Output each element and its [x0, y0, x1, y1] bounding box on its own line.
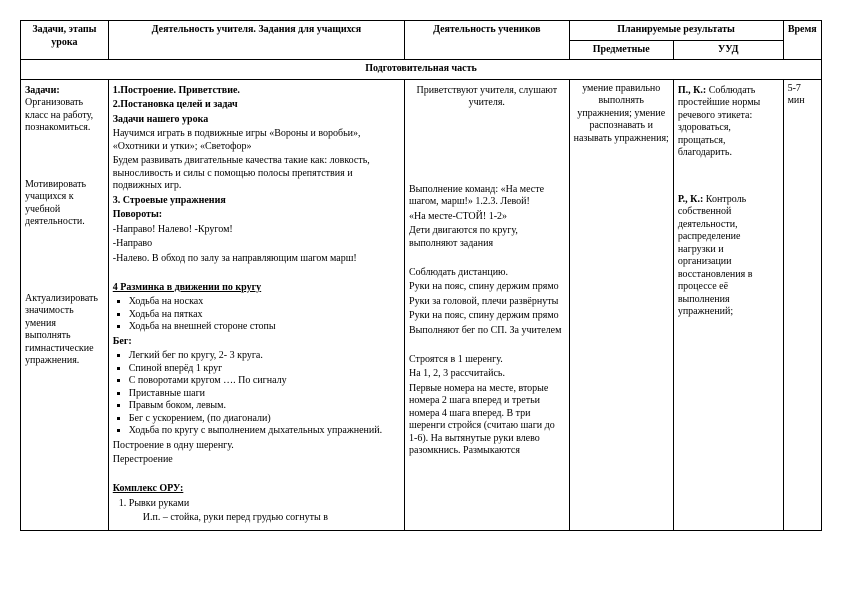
- t-l15: Комплекс ОРУ:: [113, 483, 400, 496]
- s-p1: Приветствуют учителя, слушают учителя.: [409, 85, 565, 110]
- list-item: Ходьба по кругу с выполнением дыхательны…: [129, 425, 400, 438]
- uud-a-label: П., К.:: [678, 85, 706, 96]
- list-item: Спиной вперёд 1 круг: [129, 363, 400, 376]
- t-l2: 2.Постановка целей и задач: [113, 99, 400, 112]
- t-l5: Будем развивать двигательные качества та…: [113, 155, 400, 193]
- tasks-b: Мотивировать учащихся к учебной деятельн…: [25, 179, 104, 229]
- t-l7: Повороты:: [113, 209, 400, 222]
- uud-b-label: Р., К.:: [678, 194, 703, 205]
- cell-time: 5-7 мин: [783, 79, 821, 530]
- cell-teacher: 1.Построение. Приветствие. 2.Постановка …: [108, 79, 404, 530]
- th-students: Деятельность учеников: [405, 21, 570, 60]
- list-item: Приставные шаги: [129, 388, 400, 401]
- t-l8: -Направо! Налево! -Кругом!: [113, 224, 400, 237]
- s-p10: Строятся в 1 шеренгу.: [409, 354, 565, 367]
- t-l11: 4 Разминка в движении по кругу: [113, 282, 400, 295]
- t-l1: 1.Построение. Приветствие.: [113, 85, 400, 98]
- th-teacher: Деятельность учителя. Задания для учащих…: [108, 21, 404, 60]
- t-l12: Бег:: [113, 336, 400, 349]
- list-item: Бег с ускорением, (по диагонали): [129, 413, 400, 426]
- section-header-row: Подготовительная часть: [21, 60, 822, 80]
- t-l13: Построение в одну шеренгу.: [113, 440, 400, 453]
- t-l16: И.п. – стойка, руки перед грудью согнуты…: [143, 512, 400, 525]
- s-p8: Руки на пояс, спину держим прямо: [409, 310, 565, 323]
- th-tasks: Задачи, этапы урока: [21, 21, 109, 60]
- list-item: Рывки руками: [129, 498, 400, 511]
- t-ol: Рывки руками: [129, 498, 400, 511]
- cell-students: Приветствуют учителя, слушают учителя. В…: [405, 79, 570, 530]
- section-title: Подготовительная часть: [21, 60, 822, 80]
- header-row-1: Задачи, этапы урока Деятельность учителя…: [21, 21, 822, 41]
- s-p2: Выполнение команд: «На месте шагом, марш…: [409, 184, 565, 209]
- s-p7: Руки за головой, плечи развёрнуты: [409, 296, 565, 309]
- s-p3: «На месте-СТОЙ! 1-2»: [409, 211, 565, 224]
- t-l6: 3. Строевые упражнения: [113, 195, 400, 208]
- lesson-plan-table: Задачи, этапы урока Деятельность учителя…: [20, 20, 822, 531]
- t-l10: -Налево. В обход по залу за направляющим…: [113, 253, 400, 266]
- content-row-1: Задачи: Организовать класс на работу, по…: [21, 79, 822, 530]
- s-p4: Дети двигаются по кругу, выполняют задан…: [409, 225, 565, 250]
- th-time: Время: [783, 21, 821, 60]
- list-item: С поворотами кругом …. По сигналу: [129, 375, 400, 388]
- list-item: Ходьба на носках: [129, 296, 400, 309]
- cell-subject: умение правильно выполнять упражнения; у…: [569, 79, 673, 530]
- s-p12: Первые номера на месте, вторые номера 2 …: [409, 383, 565, 458]
- uud-b: Контроль собственной деятельности, распр…: [678, 194, 753, 318]
- list-item: Ходьба на пятках: [129, 309, 400, 322]
- s-p6: Руки на пояс, спину держим прямо: [409, 281, 565, 294]
- t-l9: -Направо: [113, 238, 400, 251]
- tasks-a-label: Задачи:: [25, 85, 60, 96]
- th-uud: УУД: [673, 40, 783, 60]
- t-l14: Перестроение: [113, 454, 400, 467]
- t-bullets2: Легкий бег по кругу, 2- 3 круга. Спиной …: [129, 350, 400, 438]
- tasks-c: Актуализировать значимость умения выполн…: [25, 293, 104, 368]
- s-p9: Выполняют бег по СП. За учителем: [409, 325, 565, 338]
- t-l3: Задачи нашего урока: [113, 114, 400, 127]
- s-p11: На 1, 2, 3 рассчитайсь.: [409, 368, 565, 381]
- cell-uud: П., К.: Соблюдать простейшие нормы речев…: [673, 79, 783, 530]
- list-item: Легкий бег по кругу, 2- 3 круга.: [129, 350, 400, 363]
- tasks-a: Организовать класс на работу, познакомит…: [25, 97, 93, 133]
- list-item: Ходьба на внешней стороне стопы: [129, 321, 400, 334]
- list-item: Правым боком, левым.: [129, 400, 400, 413]
- th-subject: Предметные: [569, 40, 673, 60]
- t-bullets1: Ходьба на носках Ходьба на пятках Ходьба…: [129, 296, 400, 334]
- th-results: Планируемые результаты: [569, 21, 783, 41]
- t-l4: Научимся играть в подвижные игры «Вороны…: [113, 128, 400, 153]
- s-p5: Соблюдать дистанцию.: [409, 267, 565, 280]
- cell-tasks: Задачи: Организовать класс на работу, по…: [21, 79, 109, 530]
